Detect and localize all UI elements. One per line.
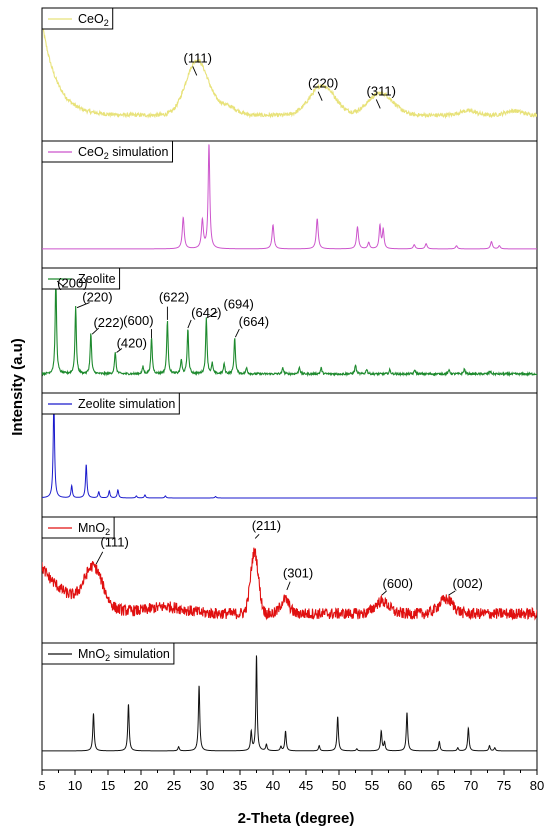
legend-box-mno2-sim xyxy=(41,642,175,665)
legend-box-ceo2-sim xyxy=(41,140,174,163)
x-tick-label-60: 60 xyxy=(398,778,412,793)
legend-box-mno2 xyxy=(41,516,115,539)
legend-zeolite-sim: Zeolite simulation xyxy=(41,392,180,415)
x-tick-label-70: 70 xyxy=(464,778,478,793)
panel-frame-zeolite xyxy=(41,267,538,394)
peak-label-zeolite-8: (664) xyxy=(239,314,269,329)
peak-label-zeolite-1: (220) xyxy=(82,290,112,305)
panel-zeolite: Zeolite(200)(220) (222) (420) (600) (622)(64… xyxy=(41,267,538,394)
peak-label-mno2-2: (301) xyxy=(283,566,313,581)
x-tick-label-20: 20 xyxy=(134,778,148,793)
peak-leader-ceo2-0 xyxy=(192,66,198,76)
peak-label-zeolite-3: (420) xyxy=(117,335,147,350)
x-tick-label-65: 65 xyxy=(431,778,445,793)
x-tick-label-80: 80 xyxy=(530,778,544,793)
x-tick-label-45: 45 xyxy=(299,778,313,793)
x-tick-label-5: 5 xyxy=(38,778,45,793)
peak-leader-zeolite-1 xyxy=(76,302,90,309)
legend-ceo2: CeO2 xyxy=(41,7,114,30)
x-tick-label-40: 40 xyxy=(266,778,280,793)
peak-label-mno2-0: (111) xyxy=(100,535,128,550)
legend-label-mno2: MnO2 xyxy=(78,521,110,537)
x-tick-label-10: 10 xyxy=(68,778,82,793)
legend-label-mno2-sim: MnO2 simulation xyxy=(78,647,170,663)
legend-label-zeolite: Zeolite xyxy=(78,272,116,286)
panel-ceo2: CeO2 (111) (220) (311) xyxy=(41,7,538,142)
x-tick-label-30: 30 xyxy=(200,778,214,793)
peak-leader-mno2-1 xyxy=(254,534,260,539)
legend-box-ceo2 xyxy=(41,7,114,30)
peak-leader-zeolite-3 xyxy=(116,348,123,353)
panel-frame-ceo2 xyxy=(41,7,538,142)
series-line-zeolite xyxy=(42,278,537,378)
peak-leader-mno2-2 xyxy=(286,581,291,591)
peak-label-mno2-4: (002) xyxy=(453,576,483,591)
peak-leader-zeolite-0 xyxy=(56,280,64,287)
peak-leader-mno2-0 xyxy=(95,551,104,565)
peak-label-mno2-3: (600) xyxy=(383,576,413,591)
panel-ceo2-sim: CeO2 simulation xyxy=(41,140,538,269)
series-line-ceo2-sim xyxy=(42,144,537,250)
series-line-mno2-sim xyxy=(42,655,537,752)
peak-label-ceo2-1: (220) xyxy=(308,76,338,91)
panel-frame-mno2 xyxy=(41,516,538,644)
panel-mno2-sim: MnO2 simulation xyxy=(41,642,538,771)
peak-leader-mno2-3 xyxy=(381,590,387,596)
x-tick-label-75: 75 xyxy=(497,778,511,793)
peak-leader-ceo2-2 xyxy=(375,99,381,109)
panel-mno2: MnO2(111) (211) (301) (600) (002) xyxy=(41,516,538,644)
peak-label-zeolite-5: (622) xyxy=(159,290,189,305)
peak-label-mno2-1: (211) xyxy=(252,518,281,533)
x-tick-label-50: 50 xyxy=(332,778,346,793)
peak-label-ceo2-0: (111) xyxy=(184,50,212,65)
peak-label-zeolite-2: (222) xyxy=(93,315,123,330)
legend-label-ceo2-sim: CeO2 simulation xyxy=(78,145,169,161)
peak-leader-mno2-4 xyxy=(448,590,456,596)
legend-label-ceo2: CeO2 xyxy=(78,12,109,28)
legend-mno2: MnO2 xyxy=(41,516,115,539)
legend-label-zeolite-sim: Zeolite simulation xyxy=(78,397,175,411)
x-tick-label-35: 35 xyxy=(233,778,247,793)
peak-label-zeolite-4: (600) xyxy=(123,313,153,328)
legend-ceo2-sim: CeO2 simulation xyxy=(41,140,174,163)
y-axis-title: Intensity (a.u) xyxy=(9,338,26,436)
x-tick-label-15: 15 xyxy=(101,778,115,793)
panels-layer: CeO2 (111) (220) (311) CeO2 simulation Zeolit… xyxy=(41,7,538,771)
peak-label-zeolite-7: (694) xyxy=(224,297,254,312)
x-axis: 5 10 15 20 25 30 35 40 45 50 55 60 65 70 75 80 xyxy=(38,770,544,793)
series-line-ceo2 xyxy=(42,21,537,120)
peak-label-zeolite-6: (642) xyxy=(191,305,221,320)
peak-leader-zeolite-7 xyxy=(206,311,218,319)
x-tick-label-55: 55 xyxy=(365,778,379,793)
peak-label-ceo2-2: (311) xyxy=(367,83,396,98)
x-axis-title: 2-Theta (degree) xyxy=(238,810,355,827)
peak-leader-zeolite-6 xyxy=(187,319,192,329)
x-tick-label-25: 25 xyxy=(167,778,181,793)
legend-mno2-sim: MnO2 simulation xyxy=(41,642,175,665)
legend-zeolite: Zeolite xyxy=(41,267,121,290)
legend-box-zeolite xyxy=(41,267,121,290)
series-line-mno2 xyxy=(42,547,537,621)
series-line-zeolite-sim xyxy=(42,399,537,499)
peak-leader-zeolite-8 xyxy=(234,328,240,338)
legend-box-zeolite-sim xyxy=(41,392,180,415)
peak-leader-ceo2-1 xyxy=(317,91,323,101)
peak-leader-zeolite-2 xyxy=(91,327,100,335)
peak-label-zeolite-0: (200) xyxy=(57,275,87,290)
panel-zeolite-sim: Zeolite simulation xyxy=(41,392,538,518)
